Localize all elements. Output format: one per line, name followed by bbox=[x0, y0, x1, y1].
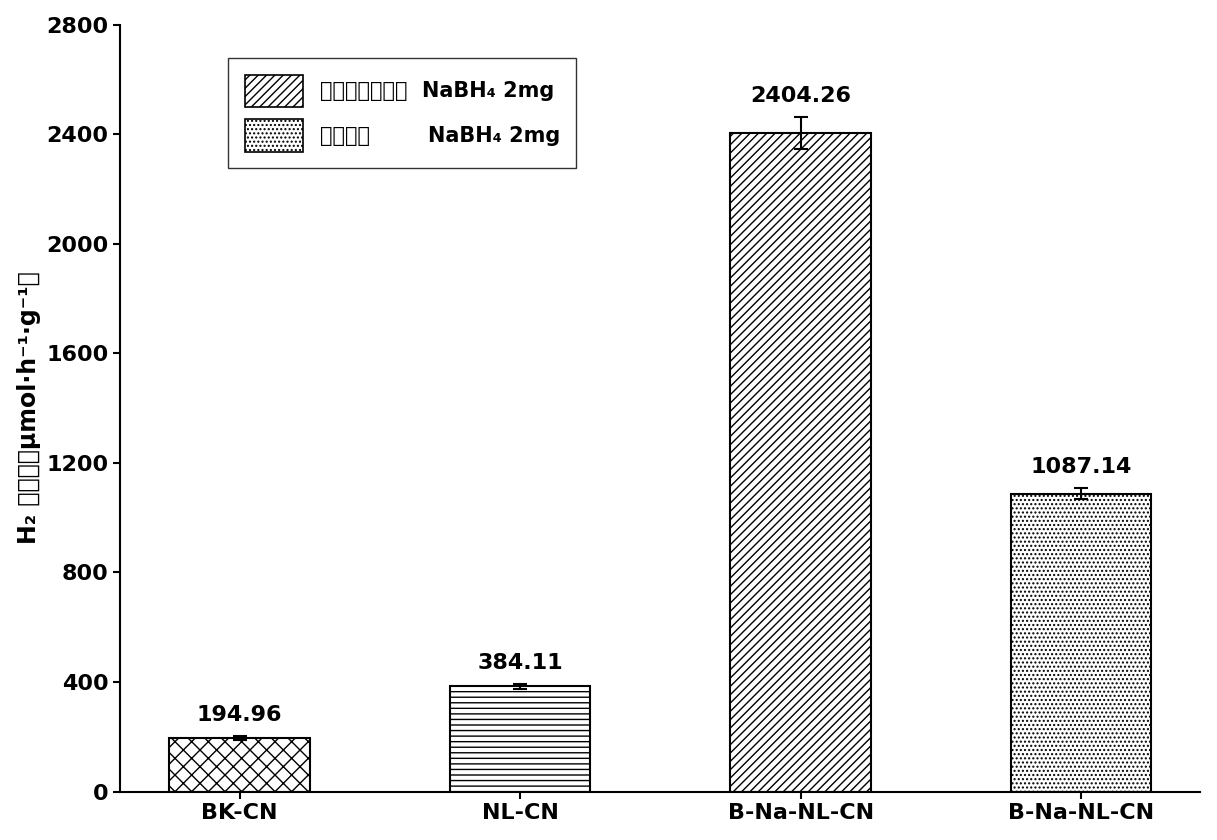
Bar bbox=[169, 738, 309, 791]
Bar bbox=[1011, 494, 1151, 791]
Text: 384.11: 384.11 bbox=[477, 654, 562, 673]
Text: 194.96: 194.96 bbox=[197, 705, 282, 725]
Bar bbox=[730, 133, 870, 791]
Text: 2404.26: 2404.26 bbox=[750, 86, 851, 106]
Legend: 溶剂为无水乙醇  NaBH₄ 2mg, 溶剂为水        NaBH₄ 2mg: 溶剂为无水乙醇 NaBH₄ 2mg, 溶剂为水 NaBH₄ 2mg bbox=[228, 58, 577, 168]
Y-axis label: H₂ 的产率（μmol·h⁻¹·g⁻¹）: H₂ 的产率（μmol·h⁻¹·g⁻¹） bbox=[17, 271, 40, 544]
Bar bbox=[450, 686, 590, 791]
Text: 1087.14: 1087.14 bbox=[1031, 457, 1132, 477]
